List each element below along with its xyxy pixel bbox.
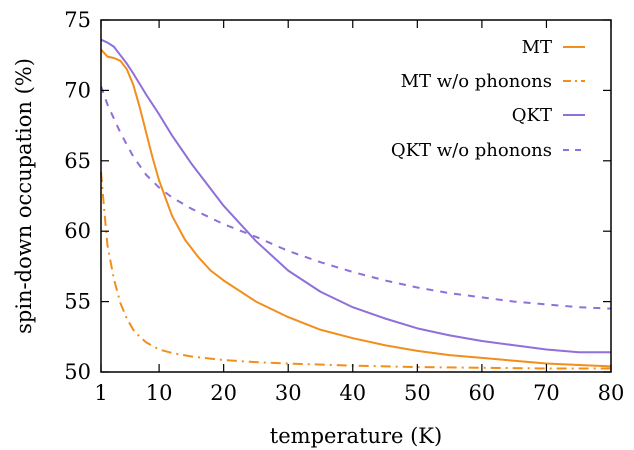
y-tick-label: 65	[64, 149, 91, 173]
x-tick-label: 30	[275, 381, 302, 405]
x-tick-label: 40	[339, 381, 366, 405]
legend-label: MT w/o phonons	[401, 71, 552, 92]
plot-frame	[100, 19, 612, 373]
legend: MT MT w/o phonons QKT QKT w/o phonons	[391, 37, 585, 161]
x-tick-label: 60	[469, 381, 496, 405]
y-tick-label: 70	[64, 78, 91, 102]
series-line-1	[100, 48, 612, 368]
x-tick-label: 50	[404, 381, 431, 405]
x-tick-label: 70	[533, 381, 560, 405]
x-tick-label: 20	[210, 381, 237, 405]
x-tick-label: 10	[146, 381, 173, 405]
series-line-4	[100, 85, 612, 310]
x-tick-label: 1	[94, 381, 107, 405]
x-tick-label: 80	[598, 381, 625, 405]
y-tick-label: 60	[64, 219, 91, 243]
series-line-2	[100, 171, 611, 370]
y-tick-label: 55	[64, 290, 91, 314]
y-axis-title: spin-down occupation (%)	[12, 58, 36, 334]
legend-label: MT	[522, 37, 552, 58]
y-tick-label: 75	[64, 8, 91, 32]
y-tick-label: 50	[64, 360, 91, 384]
legend-label: QKT w/o phonons	[391, 140, 552, 161]
series-line-3	[100, 38, 611, 354]
series-layer	[100, 38, 612, 370]
x-axis-title: temperature (K)	[270, 424, 442, 448]
legend-label: QKT	[512, 105, 552, 126]
axis-ticks: 1 10 20 30 40 50 60 70 80 50 55 60 65 70 75	[64, 8, 624, 405]
